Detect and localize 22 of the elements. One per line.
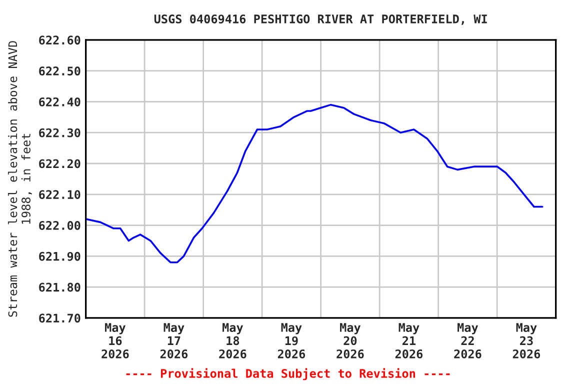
x-tick-label: May 23 2026: [512, 323, 540, 358]
y-tick-label: 622.50: [39, 66, 80, 76]
y-tick-label: 622.20: [39, 159, 80, 168]
y-tick-label: 621.90: [39, 252, 80, 261]
y-tick-label: 622.00: [39, 221, 80, 230]
y-tick-label: 621.80: [39, 282, 80, 292]
y-axis-title: Stream water level elevation above NAVD 1988, in feet: [8, 41, 32, 317]
text: ---- Provisional Data Subject to Revision ----: [126, 368, 450, 380]
line-series: [86, 104, 544, 264]
y-tick-label: 622.60: [39, 36, 80, 45]
y-tick-label: 622.30: [39, 128, 80, 138]
y-tick-label: 621.70: [39, 314, 80, 323]
y-tick-label: 622.40: [39, 97, 80, 106]
x-tick-label: May 17 2026: [160, 323, 188, 358]
chart-title: USGS 04069416 PESHTIGO RIVER AT PORTERFIELD, WI: [154, 14, 487, 25]
x-tick-label: May 18 2026: [219, 323, 246, 358]
x-tick-label: May 21 2026: [395, 323, 423, 358]
x-tick-label: May 22 2026: [454, 323, 482, 358]
x-tick-label: May 20 2026: [336, 323, 364, 358]
y-tick-label: 622.10: [39, 190, 80, 200]
x-tick-label: May 19 2026: [278, 323, 306, 358]
x-tick-label: May 16 2026: [102, 323, 129, 358]
